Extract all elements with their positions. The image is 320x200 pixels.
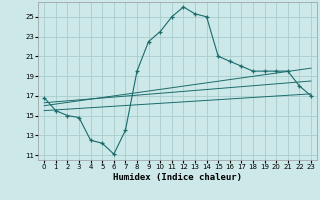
X-axis label: Humidex (Indice chaleur): Humidex (Indice chaleur): [113, 173, 242, 182]
